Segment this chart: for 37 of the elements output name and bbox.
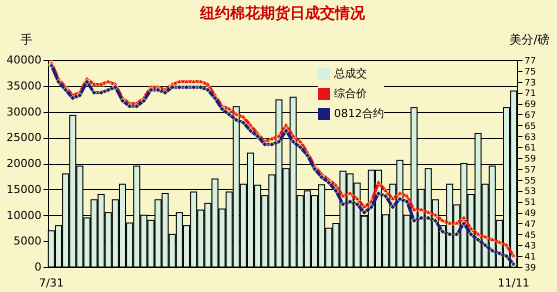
y-tick-label: 30000: [6, 105, 42, 118]
y-tick-label: 35000: [6, 79, 42, 92]
y-tick-label: 40000: [6, 54, 42, 66]
y-tick-label: 25000: [6, 131, 42, 144]
chart-title: 纽约棉花期货日成交情况: [199, 4, 366, 22]
y2-tick-label: 65: [524, 122, 536, 132]
y2-tick-label: 71: [524, 89, 536, 100]
y2-tick-label: 61: [524, 144, 536, 154]
y2-tick-label: 59: [524, 154, 536, 165]
y2-tick-label: 41: [524, 252, 536, 263]
y-tick-label: 0: [34, 260, 42, 274]
y-tick-label: 5000: [14, 234, 42, 248]
y2-tick-label: 45: [524, 230, 536, 241]
y2-tick-label: 69: [524, 100, 536, 110]
y2-axis-title: 美分/磅: [509, 32, 550, 46]
y-axis-title: 手: [20, 32, 32, 46]
y2-tick-label: 53: [524, 187, 536, 198]
y2-tick-label: 77: [524, 56, 536, 66]
legend-label: 总成交: [333, 67, 367, 80]
legend-label: 综合价: [334, 87, 367, 100]
y2-tick-label: 49: [524, 209, 536, 220]
y-tick-label: 15000: [6, 182, 42, 196]
y2-tick-label: 43: [524, 242, 536, 252]
x-tick-label: 11/11: [498, 276, 530, 290]
y2-tick-label: 39: [524, 264, 536, 274]
legend-label: 0812合约: [334, 107, 384, 120]
y-tick-label: 10000: [6, 208, 42, 222]
y2-tick-label: 51: [524, 198, 536, 208]
y2-tick-label: 73: [524, 78, 536, 88]
x-tick-label: 7/31: [39, 276, 64, 290]
y2-tick-label: 57: [524, 165, 536, 176]
y2-tick-label: 63: [524, 132, 536, 143]
y2-tick-label: 55: [524, 176, 536, 186]
y2-tick-label: 75: [524, 67, 536, 78]
y-tick-label: 20000: [6, 157, 42, 170]
y2-tick-label: 67: [524, 110, 536, 121]
y2-tick-label: 47: [524, 220, 536, 230]
